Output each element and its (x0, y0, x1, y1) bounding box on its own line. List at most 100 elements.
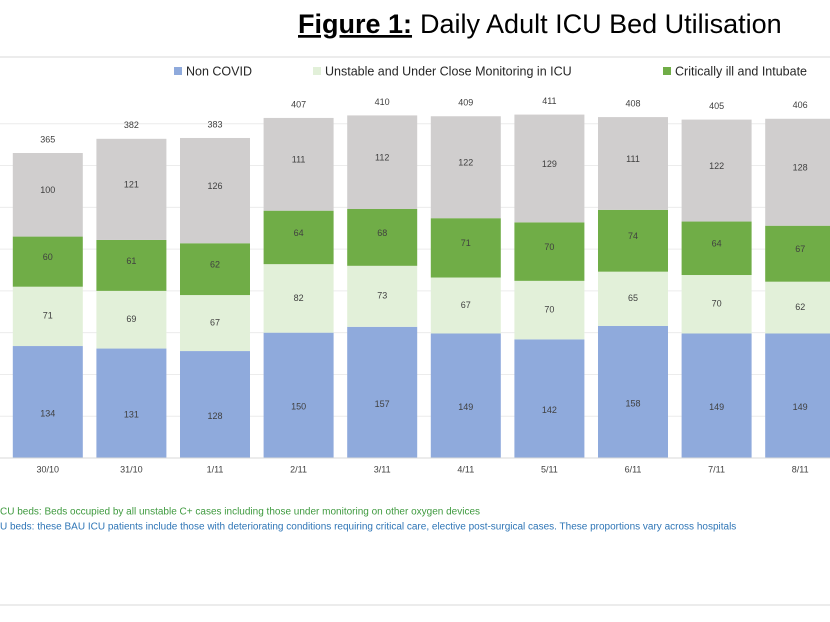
segment-label: 73 (377, 291, 387, 301)
total-label: 410 (375, 97, 390, 107)
segment-label: 111 (292, 155, 306, 165)
legend-swatch (313, 67, 321, 75)
bar-segment (180, 351, 250, 458)
bar-segment (12, 236, 83, 287)
bar-segment (430, 333, 501, 458)
segment-label: 126 (207, 181, 222, 191)
bar-segment (681, 221, 752, 276)
x-tick-label: 7/11 (708, 464, 725, 474)
footnote: U beds: these BAU ICU patients include t… (0, 522, 736, 533)
segment-label: 100 (40, 185, 55, 195)
bar-segment (430, 218, 501, 278)
segment-label: 70 (712, 299, 722, 309)
segment-label: 150 (291, 402, 306, 412)
bar-segment (347, 326, 418, 458)
bar-segment (12, 346, 83, 458)
total-label: 405 (709, 101, 724, 111)
segment-label: 149 (793, 402, 808, 412)
x-tick-label: 5/11 (541, 464, 558, 474)
bar-segment (96, 239, 167, 291)
segment-label: 70 (544, 304, 554, 314)
bar-segment (263, 117, 334, 211)
segment-label: 122 (458, 158, 473, 168)
x-tick-label: 30/10 (37, 464, 60, 474)
bar-segment (347, 265, 418, 327)
bar-segment (681, 275, 752, 334)
bar-segment (347, 115, 418, 210)
bar-segment (765, 118, 830, 226)
bar-segment (598, 209, 668, 272)
segment-label: 69 (126, 314, 136, 324)
segment-label: 149 (709, 402, 724, 412)
title-label: Figure 1: (298, 9, 412, 39)
bar-segment (514, 280, 585, 340)
total-label: 406 (793, 100, 808, 110)
segment-label: 128 (793, 163, 808, 173)
bar-segment (598, 271, 668, 326)
bar-segment (765, 333, 830, 458)
legend-label: Critically ill and Intubate (675, 64, 807, 78)
bar-segment (598, 325, 668, 458)
segment-label: 158 (625, 398, 640, 408)
total-label: 411 (542, 96, 556, 106)
segment-label: 61 (126, 256, 136, 266)
title-text: Daily Adult ICU Bed Utilisation (420, 9, 782, 39)
total-label: 383 (207, 119, 222, 129)
bar-segment (765, 281, 830, 334)
x-tick-label: 2/11 (290, 464, 307, 474)
bar-segment (430, 277, 501, 334)
total-label: 409 (458, 98, 473, 108)
legend-swatch (663, 67, 671, 75)
bar-segment (12, 153, 83, 237)
segment-label: 67 (795, 244, 805, 254)
segment-label: 64 (294, 228, 304, 238)
segment-label: 128 (207, 411, 222, 421)
bar-segment (514, 114, 585, 223)
segment-label: 122 (709, 161, 724, 171)
bar-segment (12, 286, 83, 347)
segment-label: 129 (542, 159, 557, 169)
segment-label: 67 (461, 300, 471, 310)
segment-label: 71 (461, 238, 471, 248)
segment-label: 131 (124, 410, 139, 420)
x-tick-label: 4/11 (457, 464, 474, 474)
segment-label: 60 (43, 252, 53, 262)
x-tick-label: 8/11 (792, 464, 809, 474)
segment-label: 111 (626, 154, 640, 164)
bar-segment (514, 339, 585, 458)
segment-label: 64 (712, 239, 722, 249)
legend-swatch (174, 67, 182, 75)
bar-segment (180, 243, 250, 296)
total-label: 408 (625, 98, 640, 108)
segment-label: 74 (628, 231, 638, 241)
total-label: 407 (291, 99, 306, 109)
bar-segment (430, 116, 501, 219)
segment-label: 121 (124, 180, 139, 190)
bar-segment (263, 210, 334, 265)
segment-label: 71 (43, 311, 53, 321)
bar-segment (180, 295, 250, 352)
total-label: 365 (40, 134, 55, 144)
segment-label: 68 (377, 228, 387, 238)
bar-segment (681, 119, 752, 222)
x-tick-label: 6/11 (625, 464, 642, 474)
segment-label: 134 (40, 408, 55, 418)
segment-label: 65 (628, 293, 638, 303)
x-tick-label: 3/11 (374, 464, 391, 474)
segment-label: 70 (544, 242, 554, 252)
bar-segment (96, 290, 167, 349)
segment-label: 67 (210, 317, 220, 327)
bar-segment (263, 332, 334, 458)
total-label: 382 (124, 120, 139, 130)
chart-title: Figure 1: Daily Adult ICU Bed Utilisation (298, 9, 782, 39)
footnote: CU beds: Beds occupied by all unstable C… (0, 507, 480, 518)
bar-segment (765, 225, 830, 282)
segment-label: 82 (294, 293, 304, 303)
segment-label: 157 (375, 399, 390, 409)
bar-segment (96, 138, 167, 240)
bar-segment (681, 333, 752, 458)
bar-segment (347, 209, 418, 266)
bar-segment (180, 137, 250, 244)
